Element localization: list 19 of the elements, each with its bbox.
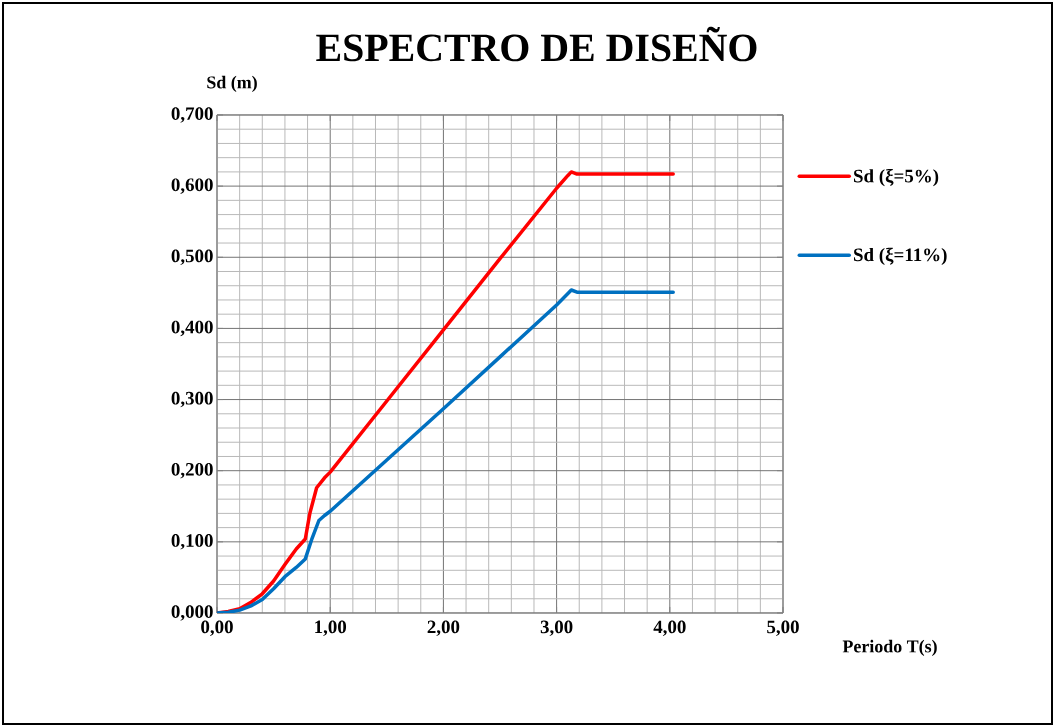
y-tick-label: 0,000 — [171, 605, 213, 621]
x-axis-title: Periodo T(s) — [842, 639, 937, 657]
x-tick-label: 5,00 — [767, 620, 799, 637]
x-tick-label: 0,00 — [201, 620, 233, 637]
legend-label: Sd (ξ=11%) — [854, 247, 947, 266]
y-tick-label: 0,500 — [171, 249, 213, 266]
x-tick-label: 3,00 — [540, 620, 573, 637]
y-axis-title: Sd (m) — [207, 75, 257, 93]
y-tick-label: 0,400 — [171, 320, 213, 337]
x-tick-label: 1,00 — [315, 620, 347, 637]
y-tick-label: 0,700 — [171, 107, 213, 123]
legend-label: Sd (ξ=5%) — [854, 168, 939, 187]
chart-title: ESPECTRO DE DISEÑO — [316, 26, 757, 62]
y-tick-label: 0,600 — [171, 178, 213, 194]
y-tick-label: 0,200 — [171, 462, 213, 479]
x-tick-label: 2,00 — [427, 620, 460, 637]
x-tick-label: 4,00 — [653, 620, 686, 637]
y-tick-label: 0,300 — [171, 391, 213, 408]
y-tick-label: 0,100 — [171, 534, 213, 550]
